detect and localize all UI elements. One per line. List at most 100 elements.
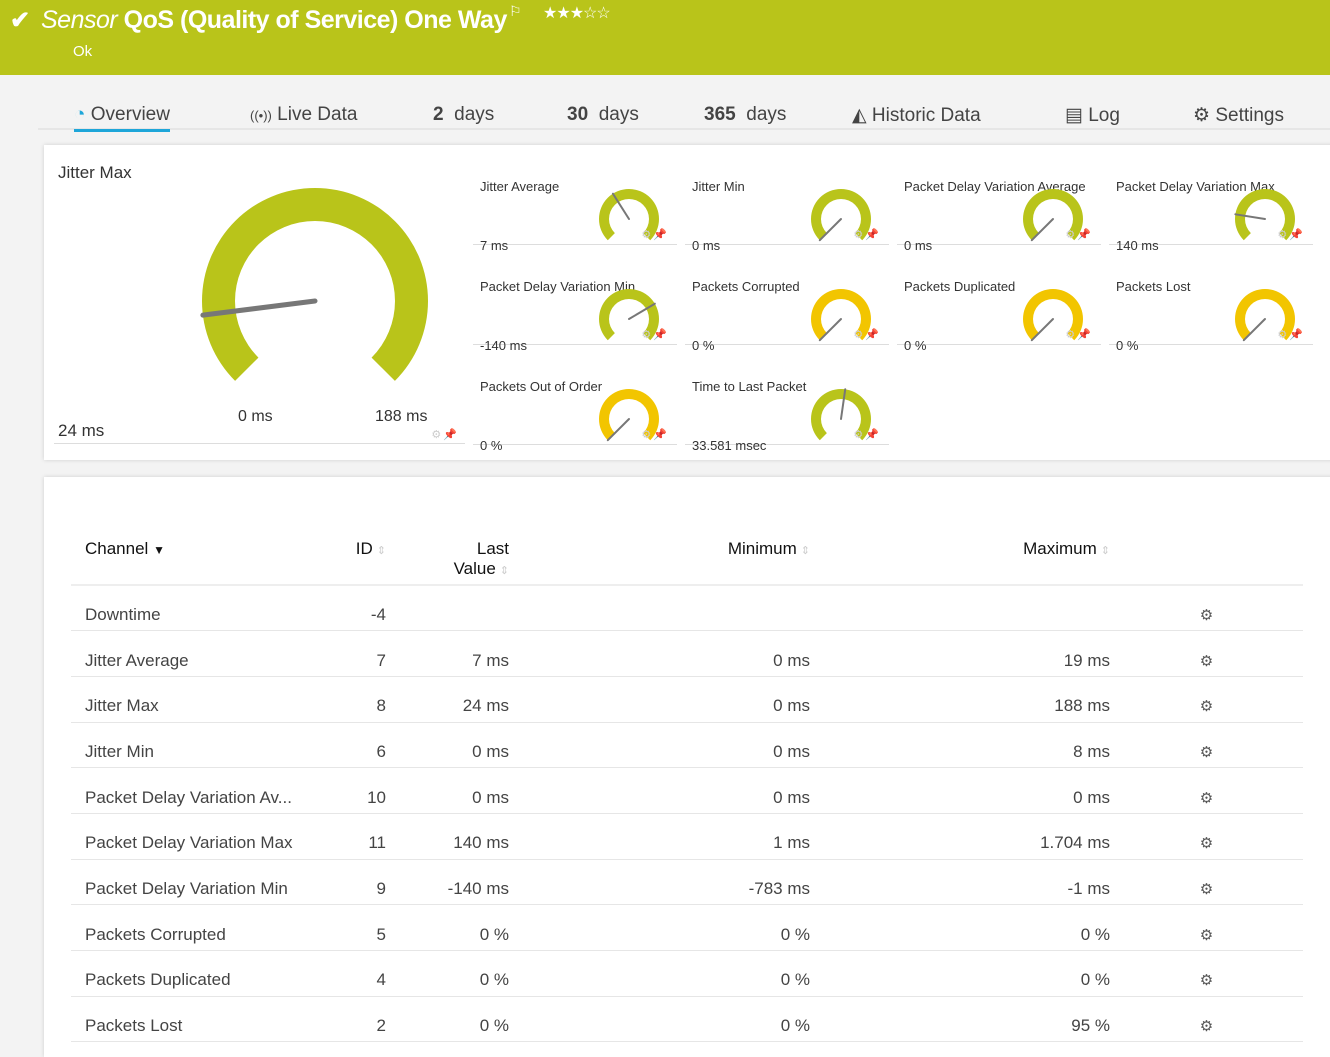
table-row[interactable]: Packets Corrupted 5 0 % 0 % 0 % ⚙: [71, 904, 1303, 951]
star-icon[interactable]: ★: [543, 5, 557, 22]
gear-icon[interactable]: ⚙: [1277, 229, 1290, 241]
cell-channel[interactable]: Jitter Min: [71, 722, 333, 769]
gear-icon[interactable]: ⚙: [431, 429, 444, 441]
star-icon[interactable]: ☆: [596, 5, 610, 22]
flag-icon[interactable]: ⚐: [509, 3, 522, 19]
gauge-tools[interactable]: ⚙📌: [1065, 228, 1093, 241]
pin-icon[interactable]: 📌: [1077, 229, 1093, 241]
star-icon[interactable]: ★: [569, 5, 584, 22]
pin-icon[interactable]: 📌: [653, 429, 669, 441]
tab-2-days[interactable]: 2 days: [433, 104, 494, 126]
gauge-tile[interactable]: Packets Duplicated 0 % ⚙📌: [897, 259, 1101, 353]
table-row[interactable]: Jitter Max 8 24 ms 0 ms 188 ms ⚙: [71, 676, 1303, 723]
channel-settings-icon[interactable]: ⚙: [1110, 859, 1303, 906]
cell-channel[interactable]: Packet Delay Variation Av...: [71, 767, 333, 814]
cell-channel[interactable]: Packets Lost: [71, 996, 333, 1043]
tab-log[interactable]: ▤ Log: [1065, 104, 1120, 127]
gauge-tile[interactable]: Packet Delay Variation Min -140 ms ⚙📌: [473, 259, 677, 353]
gear-icon[interactable]: ⚙: [641, 429, 654, 441]
channel-settings-icon[interactable]: ⚙: [1110, 813, 1303, 860]
gauge-tile[interactable]: Packet Delay Variation Max 140 ms ⚙📌: [1109, 159, 1313, 253]
table-row[interactable]: Jitter Average 7 7 ms 0 ms 19 ms ⚙: [71, 630, 1303, 677]
gauge-tile[interactable]: Packet Delay Variation Average 0 ms ⚙📌: [897, 159, 1101, 253]
col-channel[interactable]: Channel ▼: [71, 527, 333, 586]
tab-historic-data[interactable]: ◭ Historic Data: [852, 104, 981, 127]
cell-channel[interactable]: Downtime: [71, 585, 333, 632]
star-icon[interactable]: ☆: [583, 5, 597, 22]
gauge-tools[interactable]: ⚙📌: [641, 428, 669, 441]
gauge-tools[interactable]: ⚙📌: [853, 228, 881, 241]
pin-icon[interactable]: 📌: [653, 329, 669, 341]
gauge-tools[interactable]: ⚙📌: [1277, 228, 1305, 241]
gear-icon[interactable]: ⚙: [1065, 329, 1078, 341]
channel-settings-icon[interactable]: ⚙: [1110, 950, 1303, 997]
tab-overview[interactable]: ◔ Overview: [74, 104, 170, 132]
table-row[interactable]: Packet Delay Variation Max 11 140 ms 1 m…: [71, 813, 1303, 860]
tab-30-days[interactable]: 30 days: [567, 104, 639, 126]
channel-settings-icon[interactable]: ⚙: [1110, 767, 1303, 814]
channel-settings-icon[interactable]: ⚙: [1110, 676, 1303, 723]
table-row[interactable]: Packets Duplicated 4 0 % 0 % 0 % ⚙: [71, 950, 1303, 997]
cell-channel[interactable]: Jitter Average: [71, 630, 333, 677]
table-row[interactable]: Packet Delay Variation Min 9 -140 ms -78…: [71, 859, 1303, 906]
priority-stars[interactable]: ★★★☆☆: [543, 3, 611, 23]
gauge-tile[interactable]: Packets Out of Order 0 % ⚙📌: [473, 359, 677, 453]
table-row[interactable]: Packets Lost 2 0 % 0 % 95 % ⚙: [71, 996, 1303, 1043]
gauge-tools[interactable]: ⚙📌: [1277, 328, 1305, 341]
table-row[interactable]: Packet Delay Variation Av... 10 0 ms 0 m…: [71, 767, 1303, 814]
gauge-tile[interactable]: Packets Corrupted 0 % ⚙📌: [685, 259, 889, 353]
tab-settings[interactable]: ⚙ Settings: [1193, 104, 1284, 127]
cell-channel[interactable]: Jitter Max: [71, 676, 333, 723]
gauge-value: 140 ms: [1116, 238, 1159, 253]
channel-settings-icon[interactable]: ⚙: [1110, 996, 1303, 1043]
cell-channel[interactable]: Packets Corrupted: [71, 904, 333, 951]
cell-channel[interactable]: Packet Delay Variation Min: [71, 859, 333, 906]
gear-icon[interactable]: ⚙: [853, 229, 866, 241]
channel-settings-icon[interactable]: ⚙: [1110, 585, 1303, 632]
gauge-tools[interactable]: ⚙📌: [853, 328, 881, 341]
cell-channel[interactable]: Packet Delay Variation Max: [71, 813, 333, 860]
channel-settings-icon[interactable]: ⚙: [1110, 904, 1303, 951]
gauge-tools[interactable]: ⚙📌: [431, 428, 459, 441]
gauge-value: 7 ms: [480, 238, 509, 253]
col-last-value[interactable]: Last Value ⇕: [386, 527, 509, 586]
gauge-tile[interactable]: Time to Last Packet 33.581 msec ⚙📌: [685, 359, 889, 453]
cell-maximum: 188 ms: [810, 676, 1110, 723]
gear-icon[interactable]: ⚙: [641, 229, 654, 241]
channel-settings-icon[interactable]: ⚙: [1110, 722, 1303, 769]
gauge-tile[interactable]: Packets Lost 0 % ⚙📌: [1109, 259, 1313, 353]
gear-icon[interactable]: ⚙: [1065, 229, 1078, 241]
pin-icon[interactable]: 📌: [443, 429, 459, 441]
gear-icon[interactable]: ⚙: [641, 329, 654, 341]
gauge-tools[interactable]: ⚙📌: [853, 428, 881, 441]
table-row[interactable]: Jitter Min 6 0 ms 0 ms 8 ms ⚙: [71, 722, 1303, 769]
gauge-tools[interactable]: ⚙📌: [641, 228, 669, 241]
table-row[interactable]: Downtime -4 ⚙: [71, 585, 1303, 632]
channel-settings-icon[interactable]: ⚙: [1110, 630, 1303, 677]
gauge-tile[interactable]: Jitter Min 0 ms ⚙📌: [685, 159, 889, 253]
gauge-max-label: 188 ms: [375, 408, 428, 425]
pin-icon[interactable]: 📌: [1289, 229, 1305, 241]
gear-icon[interactable]: ⚙: [1277, 329, 1290, 341]
star-icon[interactable]: ★: [556, 5, 570, 22]
pin-icon[interactable]: 📌: [865, 429, 881, 441]
gauge-tools[interactable]: ⚙📌: [1065, 328, 1093, 341]
tab-live-data[interactable]: ((•)) Live Data: [250, 104, 357, 126]
gauge-tools[interactable]: ⚙📌: [641, 328, 669, 341]
cell-channel[interactable]: Packets Duplicated: [71, 950, 333, 997]
pin-icon[interactable]: 📌: [865, 329, 881, 341]
gauge-tile[interactable]: Jitter Average 7 ms ⚙📌: [473, 159, 677, 253]
col-maximum[interactable]: Maximum ⇕: [810, 527, 1110, 586]
gear-icon[interactable]: ⚙: [853, 329, 866, 341]
pin-icon[interactable]: 📌: [653, 229, 669, 241]
pin-icon[interactable]: 📌: [865, 229, 881, 241]
col-id[interactable]: ID ⇕: [333, 527, 386, 586]
cell-maximum: 8 ms: [810, 722, 1110, 769]
pin-icon[interactable]: 📌: [1289, 329, 1305, 341]
cell-last-value: -140 ms: [386, 859, 509, 906]
col-minimum[interactable]: Minimum ⇕: [509, 527, 810, 586]
gauge-arc: [1235, 189, 1295, 241]
gear-icon[interactable]: ⚙: [853, 429, 866, 441]
pin-icon[interactable]: 📌: [1077, 329, 1093, 341]
tab-365-days[interactable]: 365 days: [704, 104, 786, 126]
